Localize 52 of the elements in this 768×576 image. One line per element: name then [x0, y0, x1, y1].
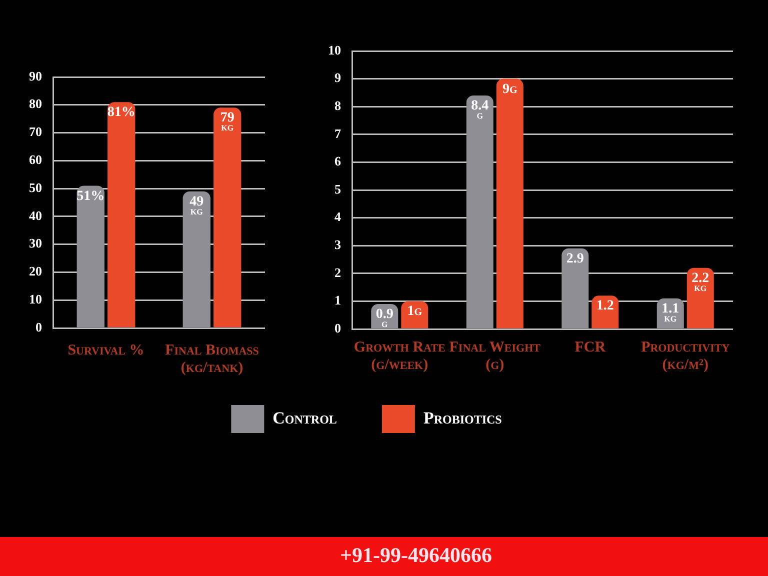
x-tick-label: Survival % — [68, 342, 144, 358]
bar — [592, 296, 619, 328]
data-label: 0.9 g — [376, 306, 394, 330]
y-tick-label: 4 — [334, 209, 342, 224]
text: +91-99-49640666 — [340, 543, 492, 568]
y-tick-label: 7 — [334, 126, 342, 141]
y-tick-label: 20 — [29, 264, 42, 279]
y-tick-label: 2 — [334, 264, 341, 280]
data-label: 1g — [407, 304, 422, 320]
y-tick-label: 60 — [29, 152, 42, 168]
y-tick-label: 90 — [29, 68, 42, 84]
data-label: 51% — [76, 188, 105, 204]
y-tick-label: 30 — [29, 236, 42, 251]
y-tick-label: 1 — [334, 292, 341, 308]
y-tick-label: 80 — [29, 96, 42, 112]
x-tick-label: Final Biomass (kg/tank) — [165, 342, 259, 376]
bar — [401, 301, 428, 328]
data-label: 9g — [502, 82, 518, 97]
y-tick-label: 10 — [29, 291, 42, 306]
y-tick-label: 70 — [29, 124, 42, 140]
legend-label: Probiotics — [423, 408, 502, 428]
bar — [108, 102, 136, 328]
bar — [496, 78, 524, 328]
data-label: 79 kg — [220, 110, 234, 134]
y-tick-label: 0 — [36, 319, 42, 334]
bar — [76, 186, 104, 328]
x-tick-label: Growth Rate (g/week) — [354, 340, 446, 373]
data-label: 2.2 kg — [692, 270, 710, 294]
x-tick-label: FCR — [574, 340, 606, 356]
data-label: 8.4 g — [471, 98, 489, 122]
x-tick-label: Final Weight (g) — [449, 340, 542, 373]
data-label: 1.2 — [596, 298, 614, 314]
bar — [182, 191, 210, 328]
y-tick-label: 9 — [334, 70, 342, 86]
y-tick-label: 40 — [29, 208, 42, 223]
x-tick-label: Productivity (kg/m²) — [641, 340, 730, 373]
bar — [686, 268, 714, 328]
y-tick-label: 10 — [328, 42, 341, 58]
data-label: 49 kg — [190, 194, 204, 218]
data-label: 2.9 — [566, 251, 584, 266]
y-tick-label: 5 — [334, 181, 342, 196]
data-label: 1.1 kg — [662, 301, 680, 324]
bar — [466, 95, 494, 328]
y-tick-label: 0 — [334, 320, 341, 336]
bar — [214, 108, 242, 328]
y-tick-label: 6 — [334, 154, 342, 169]
y-tick-label: 50 — [29, 180, 42, 195]
data-label: 81% — [107, 105, 136, 120]
legend-label: Control — [272, 408, 337, 428]
y-tick-label: 3 — [334, 236, 342, 252]
y-tick-label: 8 — [334, 98, 342, 113]
bar — [562, 248, 589, 328]
